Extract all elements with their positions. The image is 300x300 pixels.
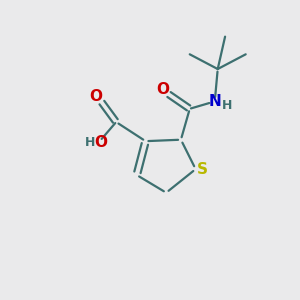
Text: S: S [196,162,208,177]
Text: H: H [85,136,95,149]
Text: H: H [222,99,232,112]
Text: N: N [208,94,221,109]
Text: O: O [89,89,102,104]
Text: O: O [94,135,107,150]
Text: O: O [156,82,169,97]
